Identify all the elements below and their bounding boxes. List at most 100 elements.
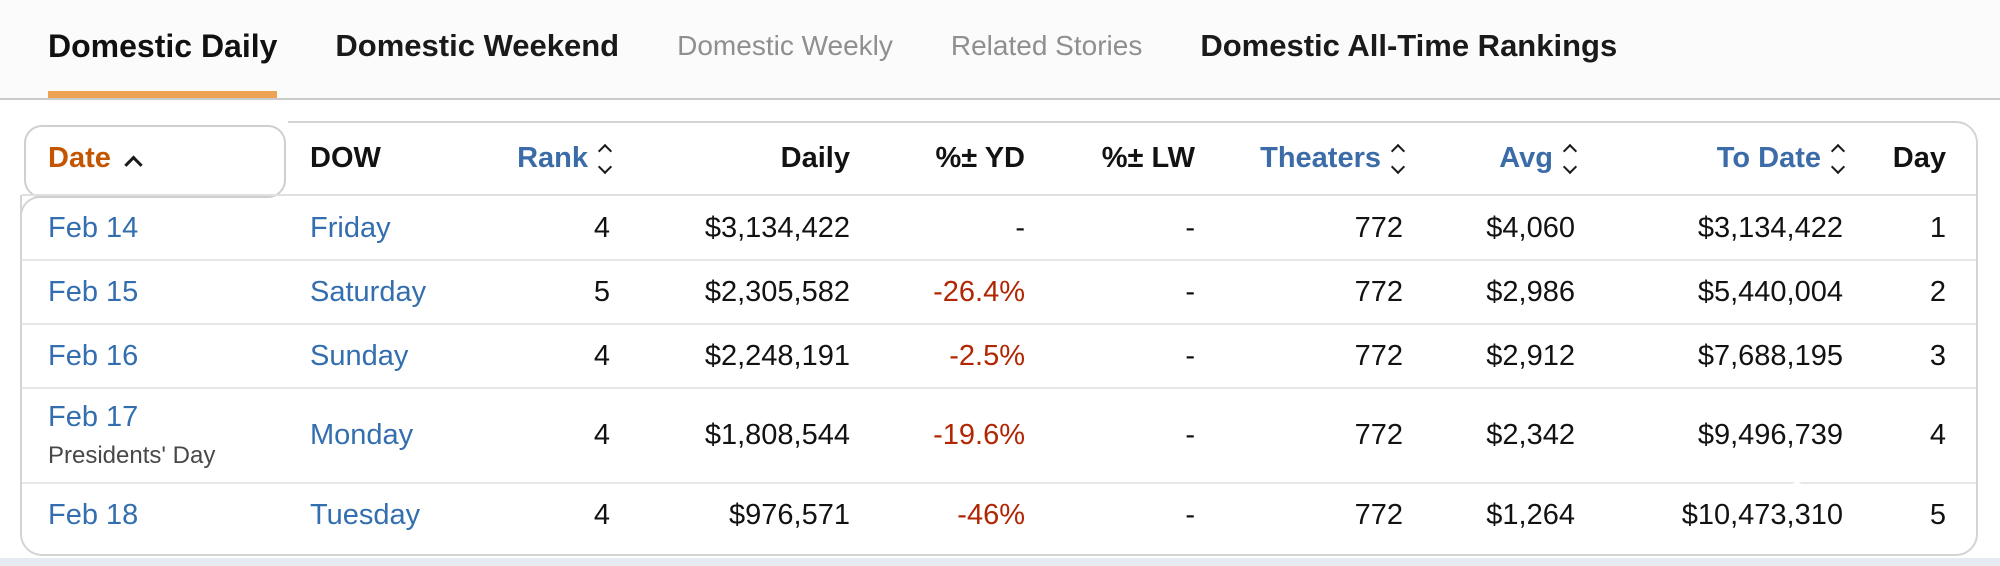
dow-cell: Tuesday (310, 499, 540, 532)
avg-cell: $4,060 (1486, 211, 1575, 244)
rank-cell: 4 (593, 211, 610, 244)
pct-yd-cell: -46% (957, 498, 1025, 531)
avg-cell: $1,264 (1486, 498, 1575, 531)
dow-link[interactable]: Sunday (310, 339, 409, 372)
col-header-date[interactable]: Date (22, 142, 310, 175)
sort-toggle-icon (1830, 143, 1846, 174)
col-header-daily: Daily (640, 142, 880, 175)
col-header-day: Day (1873, 142, 1976, 175)
to-date-cell: $5,440,004 (1697, 275, 1843, 308)
col-header-rank[interactable]: Rank (517, 142, 640, 175)
pct-yd-cell: - (1015, 211, 1025, 244)
col-header-label: Avg (1499, 142, 1553, 174)
sort-toggle-icon (1390, 143, 1406, 174)
col-header-label: Theaters (1260, 142, 1381, 174)
table-header-row: Date DOW Rank Daily %± YD %± LW Theaters… (22, 123, 1976, 196)
rank-cell: 4 (593, 339, 610, 372)
tab-label: Domestic Weekend (335, 28, 620, 63)
col-header-dow: DOW (310, 142, 540, 175)
tooltip-notch (1774, 481, 1820, 496)
sort-asc-icon (124, 142, 143, 175)
daily-gross-cell: $2,248,191 (704, 339, 850, 372)
day-number-cell: 2 (1929, 275, 1946, 308)
avg-cell: $2,342 (1486, 419, 1575, 451)
theaters-cell: 772 (1354, 498, 1403, 531)
theaters-cell: 772 (1354, 275, 1403, 308)
table-row: Feb 15 Saturday 5 $2,305,582 -26.4% - 77… (22, 259, 1976, 323)
col-header-label: %± YD (935, 142, 1025, 174)
theaters-cell: 772 (1354, 339, 1403, 372)
date-link[interactable]: Feb 17 (48, 401, 139, 433)
dow-link[interactable]: Tuesday (310, 498, 421, 531)
dow-link[interactable]: Saturday (310, 275, 427, 308)
tab-domestic-daily[interactable]: Domestic Daily (48, 0, 278, 98)
col-header-label: %± LW (1101, 142, 1195, 174)
pct-yd-cell: -19.6% (933, 419, 1025, 451)
col-header-theaters[interactable]: Theaters (1225, 142, 1433, 175)
page-below-strip (0, 558, 2000, 566)
table-row: Feb 17 Presidents' Day Monday 4 $1,808,5… (22, 387, 1976, 482)
tab-label: Related Stories (950, 30, 1143, 61)
date-link[interactable]: Feb 18 (48, 498, 139, 531)
table-row: Feb 18 Tuesday 4 $976,571 -46% - 772 $1,… (22, 481, 1976, 546)
dow-cell: Sunday (310, 340, 540, 373)
sort-toggle-icon (597, 143, 613, 174)
day-number-cell: 3 (1929, 339, 1946, 372)
date-link[interactable]: Feb 14 (48, 211, 139, 244)
pct-yd-cell: -26.4% (933, 275, 1025, 308)
col-header-avg[interactable]: Avg (1433, 142, 1605, 175)
tab-label: Domestic Daily (48, 27, 278, 64)
dow-cell: Saturday (310, 276, 540, 309)
col-header-label: Date (48, 142, 111, 174)
table-row: Feb 16 Sunday 4 $2,248,191 -2.5% - 772 $… (22, 323, 1976, 387)
col-header-to-date[interactable]: To Date (1605, 142, 1873, 175)
tab-domestic-all-time-rankings[interactable]: Domestic All-Time Rankings (1200, 0, 1617, 98)
sort-toggle-icon (1562, 143, 1578, 174)
rank-cell: 4 (593, 498, 610, 531)
rank-cell: 5 (593, 275, 610, 308)
day-number-cell: 5 (1929, 498, 1946, 531)
dow-cell: Monday (310, 419, 540, 452)
holiday-note: Presidents' Day (48, 442, 216, 469)
date-cell: Feb 16 (22, 340, 310, 373)
rank-cell: 4 (593, 419, 610, 451)
pct-lw-cell: - (1185, 419, 1195, 451)
date-cell: Feb 15 (22, 276, 310, 309)
dow-link[interactable]: Monday (310, 419, 414, 451)
day-number-cell: 1 (1929, 211, 1946, 244)
date-cell: Feb 14 (22, 212, 310, 245)
theaters-cell: 772 (1354, 419, 1403, 451)
col-header-label: DOW (310, 142, 381, 174)
to-date-cell: $3,134,422 (1697, 211, 1843, 244)
col-header-pct-lw: %± LW (1055, 142, 1225, 175)
pct-yd-cell: -2.5% (949, 339, 1025, 372)
date-cell: Feb 17 Presidents' Day (22, 401, 310, 470)
tab-domestic-weekend[interactable]: Domestic Weekend (335, 0, 619, 98)
pct-lw-cell: - (1185, 211, 1195, 244)
to-date-cell: $10,473,310 (1681, 498, 1843, 531)
daily-gross-cell: $1,808,544 (704, 419, 850, 451)
pct-lw-cell: - (1185, 275, 1195, 308)
tab-related-stories[interactable]: Related Stories (951, 0, 1142, 98)
col-header-label: To Date (1716, 142, 1821, 174)
pct-lw-cell: - (1185, 339, 1195, 372)
avg-cell: $2,986 (1486, 275, 1575, 308)
avg-cell: $2,912 (1486, 339, 1575, 372)
daily-gross-cell: $976,571 (729, 498, 850, 531)
date-link[interactable]: Feb 16 (48, 339, 139, 372)
col-header-label: Day (1892, 142, 1946, 174)
pct-lw-cell: - (1185, 498, 1195, 531)
col-header-label: Daily (780, 142, 850, 174)
to-date-cell: $9,496,739 (1697, 419, 1843, 451)
table-body: Feb 14 Friday 4 $3,134,422 - - 772 $4,06… (22, 197, 1976, 546)
tab-domestic-weekly[interactable]: Domestic Weekly (677, 0, 893, 98)
dow-cell: Friday (310, 212, 540, 245)
daily-gross-cell: $3,134,422 (704, 211, 850, 244)
dow-link[interactable]: Friday (310, 211, 391, 244)
theaters-cell: 772 (1354, 211, 1403, 244)
tab-label: Domestic Weekly (677, 30, 893, 61)
date-link[interactable]: Feb 15 (48, 275, 139, 308)
sorted-column-chip (24, 125, 286, 198)
day-number-cell: 4 (1929, 419, 1946, 451)
tab-bar: Domestic Daily Domestic Weekend Domestic… (0, 0, 2000, 100)
